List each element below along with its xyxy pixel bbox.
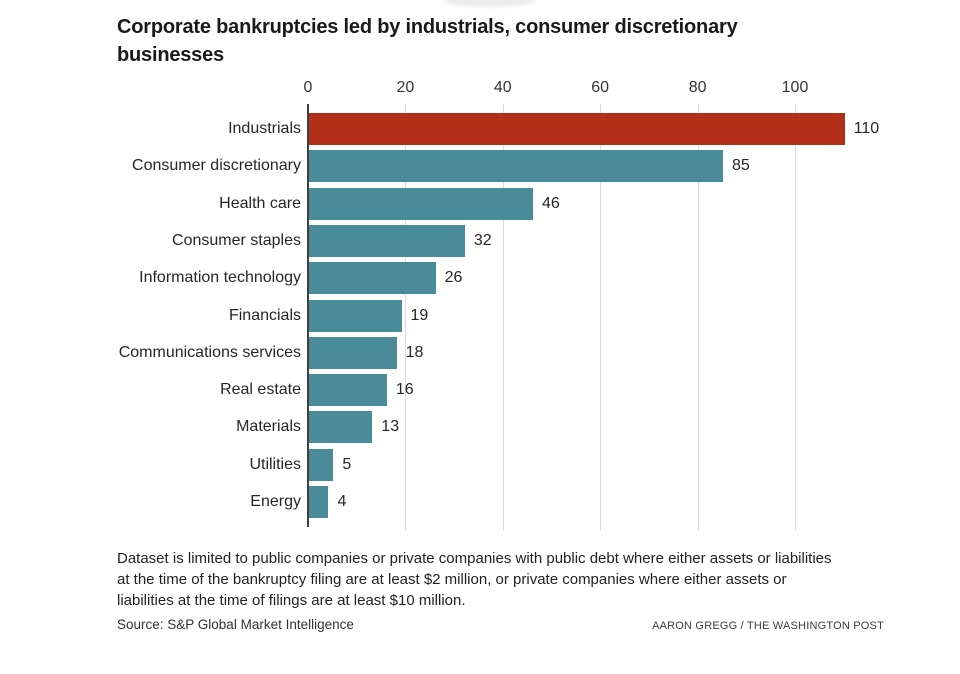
bar [309,113,845,145]
gridline [795,104,796,530]
x-tick-label: 80 [688,79,707,96]
value-label: 16 [395,381,414,399]
title-line-2: businesses [117,44,224,66]
top-partial-element [444,0,536,7]
bar [309,411,373,444]
category-label: Consumer discretionary [132,157,301,175]
title-line-1: Corporate bankruptcies led by industrial… [117,16,738,38]
bar [309,262,436,295]
category-label: Consumer staples [172,231,301,249]
y-axis-line [307,104,309,527]
footnote-line-1: Dataset is limited to public companies o… [117,550,832,567]
value-label: 26 [444,269,463,287]
x-tick-label: 100 [781,79,809,96]
footnote-line-3: liabilities at the time of filings are a… [117,592,466,609]
bar-row: Real estate 16 [0,374,960,407]
bar [309,374,387,407]
bar [309,336,397,369]
bar-row: Information technology 26 [0,262,960,295]
x-tick-label: 20 [396,79,415,96]
bar [309,448,334,481]
bar-row: Industrials 110 [0,113,960,145]
page-title: Corporate bankruptcies led by industrial… [117,13,877,69]
bar [309,299,402,332]
bar-row: Financials 19 [0,299,960,332]
category-label: Industrials [228,120,301,137]
bar [309,486,329,518]
x-tick-label: 0 [303,79,313,96]
bar [309,150,723,183]
bar-row: Communications services 18 [0,336,960,369]
value-label: 13 [381,418,400,436]
bar-chart: 0 20 40 60 80 100 Industrials 110 Consumer discr… [0,79,960,530]
gridline [697,104,699,530]
category-label: Information technology [139,269,301,287]
category-label: Energy [250,493,301,510]
bar-row: Utilities 5 [0,448,960,481]
value-label: 85 [731,157,750,175]
value-label: 5 [342,455,352,473]
bar-row: Materials 13 [0,411,960,444]
value-label: 110 [853,120,880,137]
value-label: 18 [405,343,424,361]
bar-row: Consumer staples 32 [0,224,960,257]
category-label: Communications services [118,343,301,361]
value-label: 19 [410,306,429,324]
bar [309,187,534,220]
bar-row: Consumer discretionary 85 [0,150,960,183]
x-tick-label: 40 [493,79,512,96]
gridline [405,104,407,530]
gridline [600,104,602,530]
category-label: Real estate [220,381,301,399]
category-label: Health care [219,194,301,212]
gridline [502,104,504,530]
bar [309,224,465,257]
category-label: Financials [228,306,301,324]
bar-row: Energy 4 [0,486,960,518]
bar-row: Health care 46 [0,187,960,220]
category-label: Materials [236,418,301,436]
byline-credit: AARON GREGG / THE WASHINGTON POST [652,620,884,632]
value-label: 32 [473,231,492,249]
category-label: Utilities [249,455,301,473]
value-label: 46 [542,194,560,212]
value-label: 4 [337,493,347,510]
x-tick-label: 60 [591,79,610,96]
chart-footnote: Dataset is limited to public companies o… [117,548,907,611]
footnote-line-2: at the time of the bankruptcy filing are… [117,571,787,588]
source-label: Source: S&P Global Market Intelligence [117,617,354,632]
source-row: Source: S&P Global Market Intelligence A… [0,617,960,635]
